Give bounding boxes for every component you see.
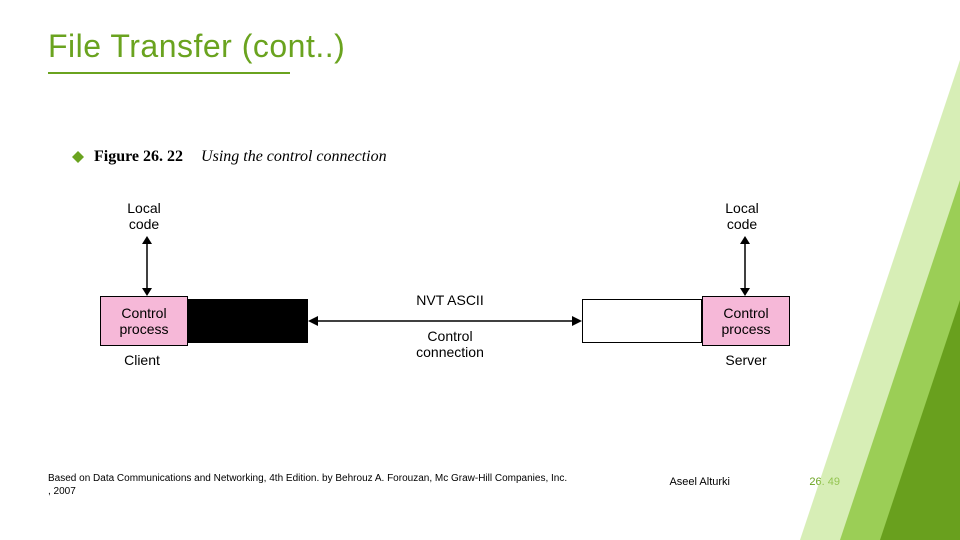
- arrow-horizontal: [308, 313, 582, 329]
- server-text: Server: [725, 352, 766, 368]
- figure-number: Figure 26. 22: [94, 148, 183, 166]
- white-slot-right: [582, 299, 702, 343]
- control-process-left-text: Control process: [119, 305, 168, 337]
- black-slot-left: [188, 299, 308, 343]
- local-code-left-text: Local code: [127, 200, 160, 232]
- client-text: Client: [124, 352, 160, 368]
- control-connection-text: Control connection: [416, 328, 484, 360]
- footer-source: Based on Data Communications and Network…: [48, 472, 568, 498]
- figure-heading: Figure 26. 22 Using the control connecti…: [72, 148, 387, 166]
- arrow-vertical-left: [140, 236, 154, 296]
- footer-page: 26. 49: [809, 476, 840, 488]
- control-process-right-text: Control process: [721, 305, 770, 337]
- title-underline: [48, 72, 290, 74]
- figure-caption: Using the control connection: [201, 148, 387, 166]
- server-label: Server: [716, 352, 776, 368]
- diagram: Local code Local code Control process Co…: [90, 200, 850, 420]
- slide: File Transfer (cont..) Figure 26. 22 Usi…: [0, 0, 960, 540]
- footer-author: Aseel Alturki: [669, 476, 730, 488]
- control-process-right: Control process: [702, 296, 790, 346]
- local-code-right-label: Local code: [712, 200, 772, 232]
- page-title: File Transfer (cont..): [48, 28, 345, 65]
- local-code-right-text: Local code: [725, 200, 758, 232]
- bullet-icon: [72, 151, 84, 163]
- control-connection-label: Control connection: [390, 328, 510, 360]
- title-text: File Transfer (cont..): [48, 28, 345, 64]
- nvt-text: NVT ASCII: [416, 292, 483, 308]
- arrow-vertical-right: [738, 236, 752, 296]
- local-code-left-label: Local code: [114, 200, 174, 232]
- control-process-left: Control process: [100, 296, 188, 346]
- client-label: Client: [112, 352, 172, 368]
- nvt-label: NVT ASCII: [390, 292, 510, 308]
- footer-page-text: 26. 49: [809, 476, 840, 488]
